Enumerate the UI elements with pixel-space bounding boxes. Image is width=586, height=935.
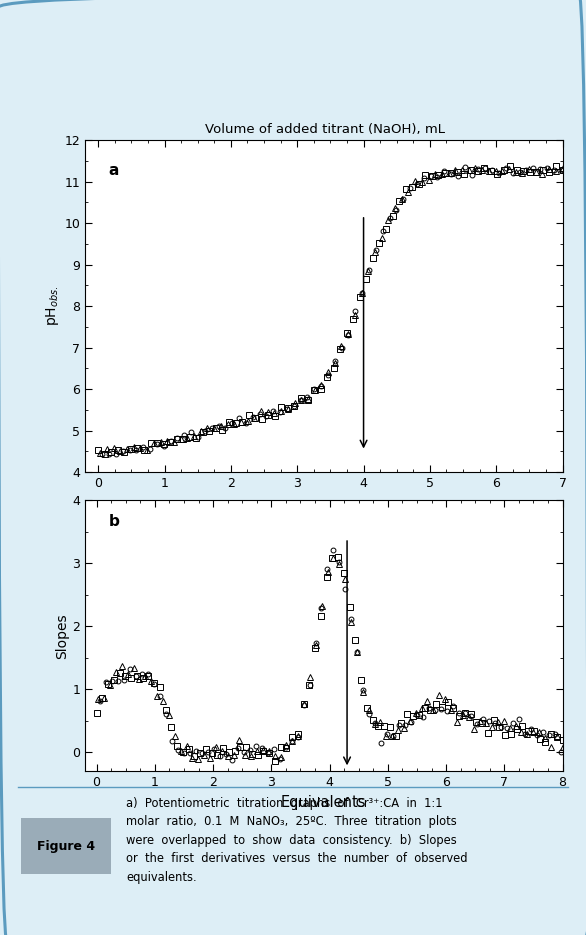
Text: a: a (109, 164, 119, 179)
Text: b: b (109, 514, 120, 529)
Text: a)  Potentiometric  titration  graphs  of  Cr³⁺:CA  in  1:1
molar  ratio,  0.1  : a) Potentiometric titration graphs of Cr… (126, 797, 468, 884)
X-axis label: Equivalents: Equivalents (281, 795, 366, 810)
Text: Figure 4: Figure 4 (37, 840, 95, 853)
Y-axis label: Slopes: Slopes (55, 613, 69, 658)
Text: Volume of added titrant (NaOH), mL: Volume of added titrant (NaOH), mL (205, 122, 445, 136)
Y-axis label: pH$_{obs.}$: pH$_{obs.}$ (45, 286, 62, 326)
